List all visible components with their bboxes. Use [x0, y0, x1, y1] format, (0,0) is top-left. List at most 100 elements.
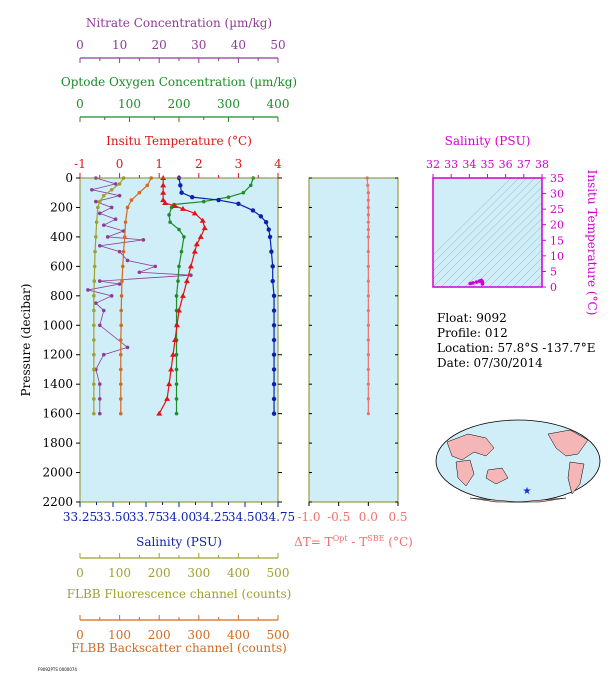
fluorescence-point: [93, 249, 97, 254]
float-location-star-icon: ★: [523, 486, 532, 497]
dt-point: [366, 308, 370, 313]
temperature-point: [172, 202, 179, 208]
dt-point: [366, 397, 370, 401]
temperature-point: [166, 381, 173, 387]
oxygen-point: [174, 294, 179, 298]
fluorescence-tick-label: 500: [267, 566, 290, 580]
fluorescence-point: [109, 187, 114, 192]
backscatter-axis-label: FLBB Backscatter channel (counts): [71, 641, 287, 655]
fluorescence-tick-label: 100: [108, 566, 131, 580]
float-info: Float: 9092 Profile: 012 Location: 57.8°…: [437, 311, 595, 371]
fluorescence-point: [92, 279, 97, 283]
ts-y-tick-label: 25: [550, 203, 564, 216]
profile-number: Profile: 012: [437, 326, 508, 340]
y-tick-label: 200: [50, 200, 73, 214]
ts-point: [474, 280, 479, 284]
nitrate-point: [98, 382, 102, 386]
temperature-point: [160, 189, 167, 195]
map-land-africa: [455, 459, 475, 487]
temperature-point: [179, 205, 186, 211]
fluorescence-point: [98, 199, 102, 204]
nitrate-tick-label: 0: [76, 38, 84, 52]
dt-point: [366, 367, 370, 372]
y-tick-label: 1600: [42, 407, 73, 421]
ts-isopycnal: [464, 210, 542, 287]
salinity-point: [271, 323, 277, 328]
fluorescence-point: [101, 193, 106, 198]
ts-y-tick-label: 35: [550, 172, 564, 185]
salinity-point: [179, 190, 184, 195]
map-land-south-america: [567, 461, 585, 495]
backscatter-point: [118, 367, 123, 372]
nitrate-point: [90, 187, 94, 192]
oxygen-point: [177, 227, 181, 232]
temperature-point: [168, 366, 175, 372]
temperature-point: [170, 351, 177, 357]
ts-plot-axes: 32 33 34 35 36 37 38 Salinity (PSU) 0 5 10 15 20 25 30…: [426, 134, 599, 315]
date: Date: 07/30/2014: [437, 356, 543, 370]
salinity-point: [271, 293, 277, 299]
oxygen-point: [176, 279, 180, 283]
ts-x-tick-label: 32: [426, 158, 440, 171]
backscatter-point: [120, 279, 124, 283]
backscatter-tick-label: 200: [148, 628, 171, 642]
salinity-point: [271, 367, 277, 372]
ts-y-tick-label: 20: [550, 219, 564, 232]
dt-x-tick-label: 0.0: [359, 510, 378, 524]
nitrate-tick-label: 10: [112, 38, 127, 52]
oxygen-point: [177, 264, 181, 269]
ts-x-tick-label: 38: [535, 158, 549, 171]
backscatter-point: [119, 323, 123, 328]
dt-point: [366, 213, 370, 217]
salinity-point: [258, 214, 264, 219]
backscatter-tick-label: 300: [187, 628, 210, 642]
salinity-point: [271, 411, 277, 416]
ts-plot-series: [468, 278, 485, 286]
oxygen-tick-label: 100: [118, 97, 141, 111]
nitrate-point: [189, 273, 193, 278]
ts-isopycnal: [512, 257, 542, 287]
fluorescence-point: [92, 323, 96, 328]
ts-y-axis-label: Insitu Temperature (°C): [585, 170, 599, 316]
salinity-point: [271, 352, 277, 357]
ts-isopycnal: [433, 178, 512, 256]
nitrate-point: [94, 301, 98, 305]
salinity-point: [271, 308, 277, 313]
fluorescence-point: [92, 367, 96, 372]
nitrate-axis-label: Nitrate Concentration (µm/kg): [86, 16, 272, 30]
y-axis-label: Pressure (decibar): [19, 284, 33, 397]
ts-title: Salinity (PSU): [445, 134, 531, 148]
temperature-point: [176, 307, 182, 313]
salinity-tick-label: 33.75: [129, 510, 163, 524]
dt-point: [366, 338, 370, 342]
ts-point: [468, 281, 473, 286]
backscatter-point: [118, 338, 123, 342]
backscatter-point: [123, 220, 128, 224]
dt-point: [366, 294, 370, 298]
salinity-point: [190, 194, 195, 200]
oxygen-point: [174, 367, 179, 372]
dt-point: [366, 183, 370, 187]
backscatter-point: [129, 198, 134, 202]
temperature-axis-label: Insitu Temperature (°C): [106, 134, 252, 148]
fluorescence-point: [92, 411, 96, 416]
nitrate-point: [94, 199, 98, 204]
dt-x-axis-label: ΔT= TOpt - TSBE (°C): [294, 534, 413, 549]
nitrate-point: [113, 182, 118, 186]
salinity-tick-label: 34.50: [228, 510, 262, 524]
temperature-point: [191, 248, 198, 254]
salinity-point: [270, 264, 275, 269]
temperature-point: [183, 278, 190, 284]
backscatter-tick-label: 400: [227, 628, 250, 642]
y-tick-label: 1800: [42, 436, 73, 450]
dt-point: [366, 205, 370, 210]
backscatter-point: [118, 397, 123, 401]
dt-point: [366, 264, 370, 268]
fluorescence-point: [92, 308, 96, 313]
dt-point: [366, 382, 370, 386]
nitrate-point: [125, 345, 130, 350]
map-land-north-america: [547, 429, 589, 457]
salinity-point: [266, 227, 271, 232]
backscatter-point: [122, 235, 127, 239]
nitrate-point: [137, 270, 142, 275]
